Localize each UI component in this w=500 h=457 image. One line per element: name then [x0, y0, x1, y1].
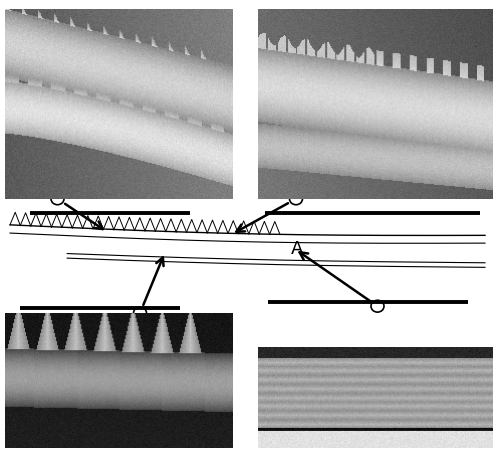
Text: C: C — [261, 176, 274, 194]
Text: D: D — [192, 418, 208, 436]
Text: E: E — [184, 176, 196, 194]
Text: A: A — [292, 240, 304, 258]
Text: B: B — [460, 414, 474, 432]
